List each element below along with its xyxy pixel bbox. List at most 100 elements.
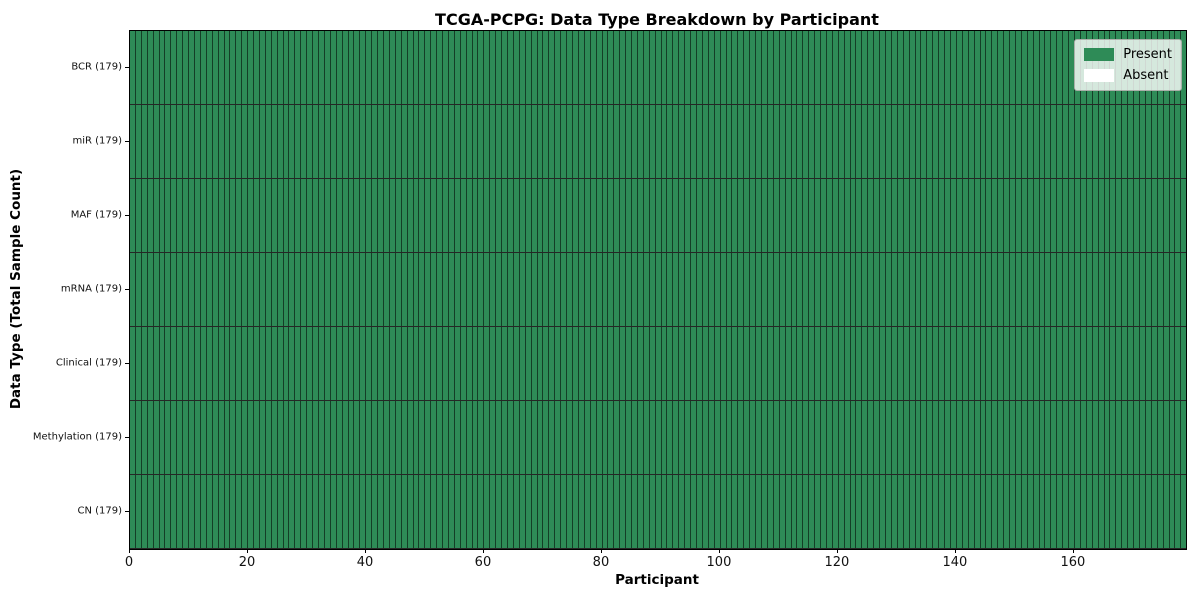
heatmap-cell bbox=[602, 31, 609, 104]
heatmap-cell bbox=[478, 327, 485, 400]
heatmap-cell bbox=[413, 475, 420, 548]
heatmap-cell bbox=[732, 327, 739, 400]
heatmap-cell bbox=[596, 401, 603, 474]
heatmap-cell bbox=[549, 475, 556, 548]
heatmap-cell bbox=[950, 179, 957, 252]
heatmap-cell bbox=[856, 327, 863, 400]
heatmap-cell bbox=[295, 31, 302, 104]
heatmap-cell bbox=[519, 327, 526, 400]
heatmap-row bbox=[130, 253, 1187, 327]
heatmap-cell bbox=[1122, 327, 1129, 400]
heatmap-cell bbox=[891, 475, 898, 548]
heatmap-cell bbox=[939, 475, 946, 548]
heatmap-cell bbox=[1139, 105, 1146, 178]
x-tick-mark bbox=[600, 549, 602, 553]
heatmap-cell bbox=[490, 327, 497, 400]
heatmap-cell bbox=[626, 31, 633, 104]
heatmap-cell bbox=[189, 31, 195, 104]
heatmap-cell bbox=[708, 31, 715, 104]
heatmap-cell bbox=[939, 179, 946, 252]
heatmap-cell bbox=[785, 179, 792, 252]
heatmap-cell bbox=[319, 475, 325, 548]
heatmap-cell bbox=[248, 31, 255, 104]
heatmap-cell bbox=[484, 31, 491, 104]
heatmap-cell bbox=[378, 253, 384, 326]
heatmap-cell bbox=[265, 475, 272, 548]
heatmap-cell bbox=[620, 105, 627, 178]
heatmap-cell bbox=[915, 401, 922, 474]
heatmap-cell bbox=[643, 179, 650, 252]
heatmap-cell bbox=[655, 105, 662, 178]
heatmap-cell bbox=[206, 179, 213, 252]
heatmap-cell bbox=[915, 253, 922, 326]
heatmap-cell bbox=[945, 253, 951, 326]
heatmap-cell bbox=[815, 401, 822, 474]
heatmap-cell bbox=[1098, 253, 1105, 326]
heatmap-cell bbox=[218, 401, 225, 474]
heatmap-cell bbox=[1015, 475, 1022, 548]
heatmap-cell bbox=[1033, 327, 1040, 400]
heatmap-cell bbox=[1145, 253, 1152, 326]
heatmap-cell bbox=[1015, 253, 1022, 326]
heatmap-cell bbox=[307, 105, 314, 178]
heatmap-cell bbox=[1104, 401, 1111, 474]
heatmap-cell bbox=[230, 179, 237, 252]
heatmap-cell bbox=[254, 253, 260, 326]
heatmap-cell bbox=[756, 179, 762, 252]
heatmap-cell bbox=[401, 327, 408, 400]
heatmap-cell bbox=[815, 105, 822, 178]
heatmap-cell bbox=[578, 327, 585, 400]
x-tick-mark bbox=[954, 549, 956, 553]
heatmap-row bbox=[130, 401, 1187, 475]
heatmap-cell bbox=[248, 475, 255, 548]
heatmap-cell bbox=[803, 475, 810, 548]
heatmap-cell bbox=[1110, 105, 1117, 178]
heatmap-cell bbox=[513, 179, 520, 252]
heatmap-cell bbox=[212, 475, 219, 548]
heatmap-cell bbox=[342, 105, 349, 178]
heatmap-cell bbox=[756, 253, 762, 326]
heatmap-cell bbox=[183, 253, 190, 326]
heatmap-cell bbox=[1169, 179, 1176, 252]
heatmap-cell bbox=[372, 327, 379, 400]
heatmap-cell bbox=[224, 31, 231, 104]
heatmap-cell bbox=[809, 327, 816, 400]
heatmap-cell bbox=[194, 401, 201, 474]
heatmap-cell bbox=[448, 475, 455, 548]
heatmap-cell bbox=[572, 253, 579, 326]
heatmap-cell bbox=[1175, 105, 1182, 178]
y-tick-mark bbox=[125, 362, 129, 364]
heatmap-cell bbox=[968, 31, 975, 104]
heatmap-cell bbox=[200, 327, 207, 400]
heatmap-cell bbox=[1086, 475, 1093, 548]
heatmap-cell bbox=[330, 475, 337, 548]
heatmap-cell bbox=[519, 475, 526, 548]
heatmap-cell bbox=[259, 31, 266, 104]
heatmap-cell bbox=[643, 401, 650, 474]
heatmap-cell bbox=[460, 475, 467, 548]
heatmap-cell bbox=[348, 31, 355, 104]
heatmap-cell bbox=[838, 179, 845, 252]
heatmap-cell bbox=[159, 31, 166, 104]
heatmap-cell bbox=[832, 179, 839, 252]
heatmap-cell bbox=[407, 31, 414, 104]
heatmap-cell bbox=[939, 31, 946, 104]
heatmap-cell bbox=[1151, 327, 1158, 400]
heatmap-cell bbox=[478, 401, 485, 474]
heatmap-cell bbox=[508, 179, 514, 252]
heatmap-cell bbox=[844, 475, 851, 548]
heatmap-cell bbox=[307, 475, 314, 548]
heatmap-cell bbox=[236, 179, 243, 252]
heatmap-cell bbox=[697, 179, 703, 252]
heatmap-cell bbox=[661, 401, 668, 474]
heatmap-cell bbox=[301, 31, 308, 104]
heatmap-cell bbox=[1080, 253, 1087, 326]
heatmap-cell bbox=[1128, 401, 1135, 474]
heatmap-cell bbox=[844, 253, 851, 326]
heatmap-cell bbox=[265, 253, 272, 326]
heatmap-cell bbox=[756, 475, 762, 548]
heatmap-cell bbox=[1086, 105, 1093, 178]
heatmap-cell bbox=[1080, 179, 1087, 252]
heatmap-cell bbox=[147, 253, 154, 326]
heatmap-cell bbox=[242, 179, 249, 252]
